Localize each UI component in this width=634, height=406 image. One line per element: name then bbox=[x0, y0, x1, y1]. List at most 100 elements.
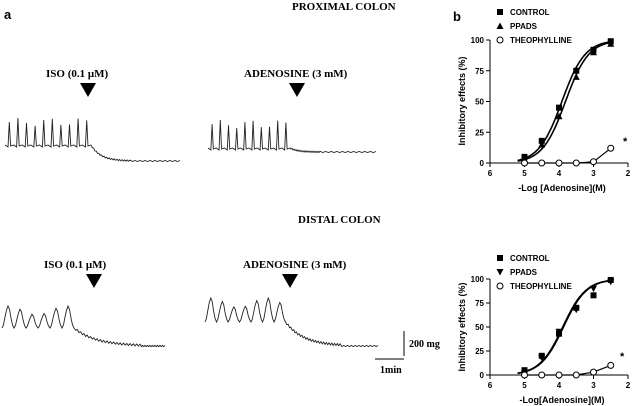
ytick-label: 75 bbox=[475, 299, 484, 308]
ytick-label: 0 bbox=[480, 159, 485, 168]
data-point bbox=[590, 292, 597, 299]
proximal-adenosine-trace bbox=[207, 120, 377, 154]
chart-distal-yticks: 0 25 50 75 100 bbox=[471, 275, 490, 380]
data-point bbox=[590, 285, 597, 293]
proximal-adenosine-arrowhead bbox=[289, 83, 305, 97]
data-point bbox=[573, 67, 580, 74]
legend-marker bbox=[496, 269, 504, 276]
xtick-label: 2 bbox=[626, 381, 631, 390]
chart-distal-legend: CONTROL PPADS THEOPHYLLINE bbox=[496, 254, 572, 291]
data-point bbox=[590, 158, 597, 166]
ytick-label: 50 bbox=[475, 98, 484, 107]
data-point bbox=[607, 144, 615, 152]
legend-label: THEOPHYLLINE bbox=[510, 36, 572, 45]
chart-proximal-ylabel: Inhibitory effects (%) bbox=[457, 56, 467, 145]
data-point bbox=[590, 368, 597, 376]
xtick-label: 4 bbox=[557, 169, 562, 178]
fit-line bbox=[517, 41, 611, 162]
legend-marker bbox=[496, 22, 504, 29]
chart-distal-axes bbox=[489, 279, 628, 376]
series-ppads bbox=[517, 40, 615, 163]
fit-line bbox=[517, 279, 611, 374]
chart-proximal-xlabel: -Log [Adenosine](M) bbox=[518, 183, 605, 193]
data-point bbox=[538, 354, 546, 362]
panel-a-letter: a bbox=[4, 7, 12, 22]
legend-marker bbox=[497, 255, 503, 261]
chart-proximal-axes bbox=[489, 40, 628, 164]
xtick-label: 6 bbox=[488, 381, 493, 390]
data-point bbox=[538, 371, 546, 379]
distal-adenosine-label: ADENOSINE (3 mM) bbox=[243, 259, 347, 271]
ytick-label: 25 bbox=[475, 347, 484, 356]
proximal-iso-arrowhead bbox=[80, 83, 96, 97]
data-point bbox=[572, 73, 580, 80]
legend-marker bbox=[496, 282, 504, 290]
ytick-label: 50 bbox=[475, 323, 484, 332]
data-point bbox=[538, 141, 546, 148]
scale-bar-vertical-label: 200 mg bbox=[409, 339, 440, 350]
chart-distal-ylabel: Inhibitory effects (%) bbox=[457, 282, 467, 371]
ytick-label: 25 bbox=[475, 128, 484, 137]
data-point bbox=[538, 159, 546, 167]
distal-adenosine-trace bbox=[204, 296, 379, 348]
proximal-trace-panel: PROXIMAL COLON ISO (0.1 μM) ADENOSINE (3… bbox=[4, 1, 396, 162]
chart-distal-xlabel: -Log[Adenosine](M) bbox=[520, 395, 605, 405]
ytick-label: 0 bbox=[480, 371, 485, 380]
chart-proximal-series bbox=[517, 38, 615, 167]
legend-label: PPADS bbox=[510, 22, 538, 31]
distal-title: DISTAL COLON bbox=[298, 214, 381, 226]
distal-iso-arrowhead bbox=[86, 274, 102, 288]
chart-proximal-annotation: * bbox=[623, 136, 628, 148]
series-ppads bbox=[517, 278, 615, 377]
legend-label: THEOPHYLLINE bbox=[510, 282, 572, 291]
ytick-label: 75 bbox=[475, 67, 484, 76]
data-point bbox=[590, 48, 597, 56]
xtick-label: 5 bbox=[522, 381, 527, 390]
legend-marker bbox=[496, 36, 504, 44]
data-point bbox=[572, 159, 580, 167]
data-point bbox=[572, 371, 580, 379]
data-point bbox=[607, 361, 615, 369]
series-control bbox=[517, 276, 614, 374]
data-point bbox=[555, 112, 563, 120]
chart-proximal-legend: CONTROL PPADS THEOPHYLLINE bbox=[496, 8, 572, 45]
chart-distal-xticks: 6 5 4 3 2 bbox=[488, 375, 631, 390]
xtick-label: 2 bbox=[626, 169, 631, 178]
proximal-title: PROXIMAL COLON bbox=[292, 1, 396, 13]
distal-trace-panel: DISTAL COLON ISO (0.1 μM) ADENOSINE (3 m… bbox=[1, 214, 381, 348]
ytick-label: 100 bbox=[471, 36, 485, 45]
ytick-label: 100 bbox=[471, 275, 485, 284]
scale-bar-horizontal-label: 1min bbox=[380, 365, 402, 376]
distal-iso-label: ISO (0.1 μM) bbox=[44, 259, 106, 271]
legend-label: PPADS bbox=[510, 268, 538, 277]
panel-b-letter: b bbox=[453, 9, 461, 24]
data-point bbox=[521, 371, 528, 379]
data-point bbox=[607, 40, 615, 47]
proximal-adenosine-label: ADENOSINE (3 mM) bbox=[244, 68, 348, 80]
distal-iso-trace bbox=[1, 304, 166, 348]
chart-proximal-yticks: 0 25 50 75 100 bbox=[471, 36, 490, 168]
data-point bbox=[538, 137, 545, 144]
xtick-label: 4 bbox=[557, 381, 562, 390]
fit-line bbox=[517, 40, 611, 162]
xtick-label: 5 bbox=[522, 169, 527, 178]
distal-adenosine-arrowhead bbox=[282, 274, 298, 288]
xtick-label: 3 bbox=[591, 381, 596, 390]
proximal-iso-label: ISO (0.1 μM) bbox=[46, 68, 108, 80]
xtick-label: 3 bbox=[591, 169, 596, 178]
scale-bars: 200 mg 1min bbox=[375, 331, 440, 376]
data-point bbox=[607, 278, 615, 286]
data-point bbox=[555, 371, 563, 379]
data-point bbox=[572, 306, 580, 314]
series-theophylline bbox=[521, 361, 615, 379]
chart-distal-annotation: * bbox=[620, 351, 625, 363]
legend-label: CONTROL bbox=[510, 254, 550, 263]
xtick-label: 6 bbox=[488, 169, 493, 178]
legend-label: CONTROL bbox=[510, 8, 550, 17]
data-point bbox=[521, 159, 528, 167]
fit-line bbox=[517, 279, 611, 374]
data-point bbox=[555, 159, 563, 167]
